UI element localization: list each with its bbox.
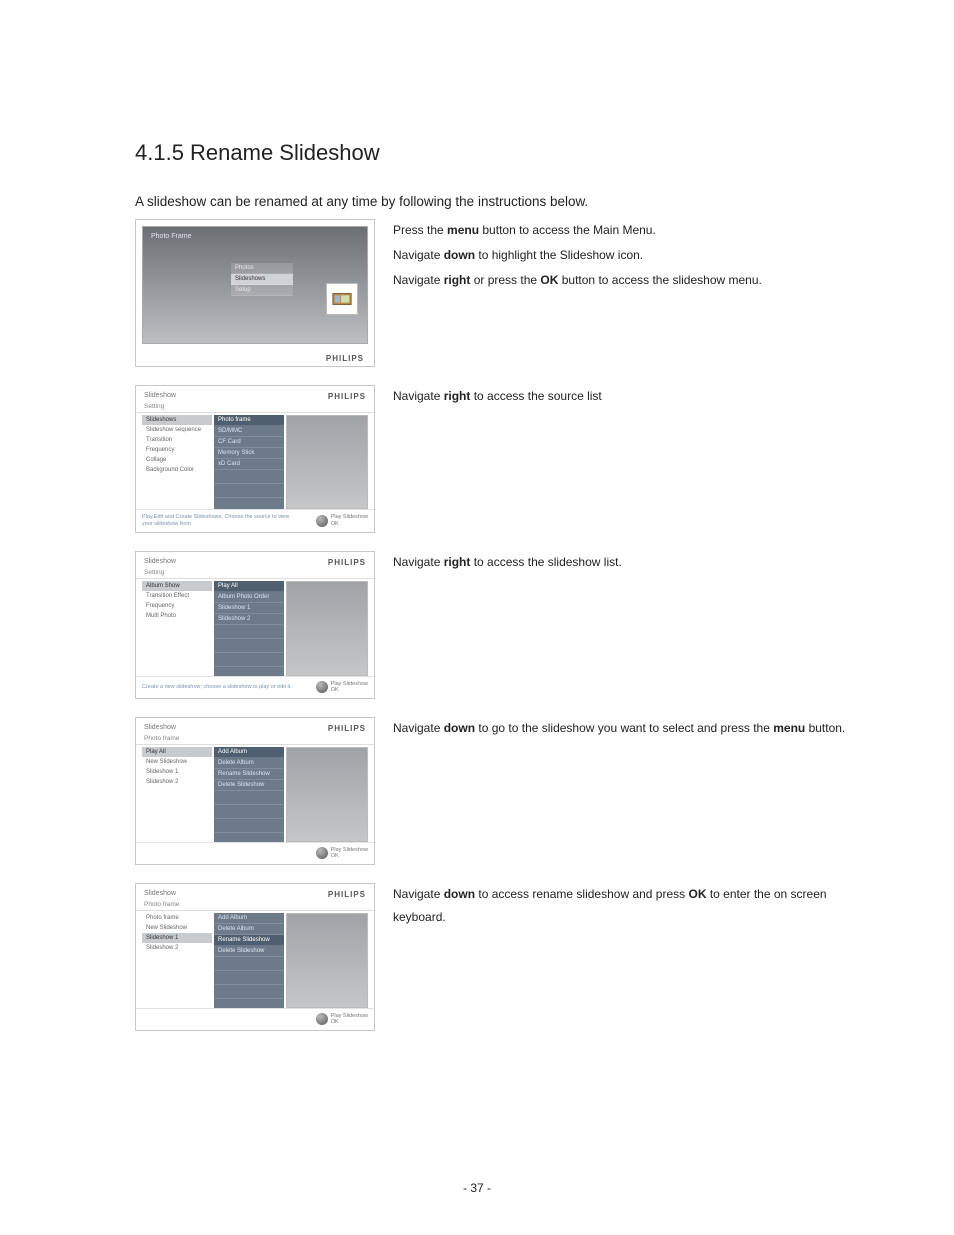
footer-ok-label: OK xyxy=(331,687,368,694)
section-heading: 4.1.5 Rename Slideshow xyxy=(135,140,854,166)
submenu-item: Rename Slideshow xyxy=(214,935,284,946)
brand-label: PHILIPS xyxy=(328,392,366,401)
brand-label: PHILIPS xyxy=(328,890,366,899)
intro-text: A slideshow can be renamed at any time b… xyxy=(135,194,854,209)
step-3-text: Navigate right to access the slideshow l… xyxy=(393,551,854,574)
submenu-item: Album Photo Order xyxy=(214,592,284,603)
brand-label: PHILIPS xyxy=(328,724,366,733)
submenu-item: CF Card xyxy=(214,437,284,448)
screenshot-header: Slideshow xyxy=(144,558,176,567)
menu-item: Slideshows xyxy=(142,415,212,425)
screenshot: Slideshow PHILIPS Setting SlideshowsSlidesh… xyxy=(135,385,375,533)
screenshot-header: Slideshow xyxy=(144,724,176,733)
screenshot-1-title: Photo Frame xyxy=(151,233,191,240)
main-menu-item: Slideshows xyxy=(231,274,293,285)
menu-item: New Slideshow xyxy=(142,923,212,933)
nav-dot-icon xyxy=(316,515,328,527)
main-menu-item: Setup xyxy=(231,285,293,296)
screenshot-subheader: Photo frame xyxy=(136,735,374,745)
preview-pane xyxy=(286,913,368,1008)
screenshot-subheader: Setting xyxy=(136,403,374,413)
submenu-item: Slideshow 1 xyxy=(214,603,284,614)
submenu-item: Delete Slideshow xyxy=(214,946,284,957)
submenu-item: Delete Album xyxy=(214,924,284,935)
screenshot-1: Photo Frame PhotosSlideshowsSetup PHILIP… xyxy=(135,219,375,367)
footer-hint: Create a new slideshow; choose a slidesh… xyxy=(142,684,292,691)
submenu-item: xD Card xyxy=(214,459,284,470)
instruction-line: Navigate right or press the OK button to… xyxy=(393,269,854,292)
preview-pane xyxy=(286,747,368,842)
menu-item: Multi Photo xyxy=(142,611,212,621)
submenu-item: Add Album xyxy=(214,913,284,924)
footer-controls: Play SlideshowOK xyxy=(316,1013,368,1026)
footer-play-label: Play Slideshow xyxy=(331,847,368,854)
brand-label: PHILIPS xyxy=(136,350,374,363)
step-5: SlideshowPHILIPSPhoto framePhoto frameNe… xyxy=(135,883,854,1031)
instruction-line: Press the menu button to access the Main… xyxy=(393,219,854,242)
menu-item: Album Show xyxy=(142,581,212,591)
menu-item: Slideshow 1 xyxy=(142,933,212,943)
menu-item: Play All xyxy=(142,747,212,757)
step-1: Photo Frame PhotosSlideshowsSetup PHILIP… xyxy=(135,219,854,367)
submenu-item: Add Album xyxy=(214,747,284,758)
brand-label: PHILIPS xyxy=(328,558,366,567)
page-number: - 37 - xyxy=(0,1181,954,1195)
menu-item: Slideshow 2 xyxy=(142,943,212,953)
screenshot-header: Slideshow xyxy=(144,392,176,401)
submenu-item: Photo frame xyxy=(214,415,284,426)
nav-dot-icon xyxy=(316,847,328,859)
submenu-item: Memory Stick xyxy=(214,448,284,459)
menu-item: Slideshow sequence xyxy=(142,425,212,435)
menu-item: Frequency xyxy=(142,601,212,611)
menu-item: Frequency xyxy=(142,445,212,455)
footer-play-label: Play Slideshow xyxy=(331,514,368,521)
screenshot: SlideshowPHILIPSPhoto framePhoto frameNe… xyxy=(135,883,375,1031)
menu-item: Slideshow 2 xyxy=(142,777,212,787)
footer-ok-label: OK xyxy=(331,1019,368,1026)
screenshot: Slideshow PHILIPS Setting Album ShowTransit… xyxy=(135,551,375,699)
footer-ok-label: OK xyxy=(331,853,368,860)
menu-item: New Slideshow xyxy=(142,757,212,767)
menu-item: Transition Effect xyxy=(142,591,212,601)
footer-ok-label: OK xyxy=(331,521,368,528)
screenshot-header: Slideshow xyxy=(144,890,176,899)
footer-controls: Play SlideshowOK xyxy=(316,681,368,694)
instruction-line: Navigate down to highlight the Slideshow… xyxy=(393,244,854,267)
footer-controls: Play SlideshowOK xyxy=(316,514,368,527)
step-4: Slideshow PHILIPS Photo frame Play AllNew S… xyxy=(135,717,854,865)
step-3: Slideshow PHILIPS Setting Album ShowTransit… xyxy=(135,551,854,699)
screenshot-subheader: Photo frame xyxy=(136,901,374,911)
screenshot: Slideshow PHILIPS Photo frame Play AllNew S… xyxy=(135,717,375,865)
submenu-item: Delete Album xyxy=(214,758,284,769)
submenu-item: SD/MMC xyxy=(214,426,284,437)
screenshot-subheader: Setting xyxy=(136,569,374,579)
submenu-item: Slideshow 2 xyxy=(214,614,284,625)
menu-item: Transition xyxy=(142,435,212,445)
slideshow-icon xyxy=(326,283,358,315)
menu-item: Collage xyxy=(142,455,212,465)
step-4-text: Navigate down to go to the slideshow you… xyxy=(393,717,854,740)
nav-dot-icon xyxy=(316,681,328,693)
step-2-text: Navigate right to access the source list xyxy=(393,385,854,408)
nav-dot-icon xyxy=(316,1013,328,1025)
footer-play-label: Play Slideshow xyxy=(331,1013,368,1020)
step-2: Slideshow PHILIPS Setting SlideshowsSlidesh… xyxy=(135,385,854,533)
footer-play-label: Play Slideshow xyxy=(331,681,368,688)
menu-item: Photo frame xyxy=(142,913,212,923)
menu-item: Background Color xyxy=(142,465,212,475)
submenu-item: Rename Slideshow xyxy=(214,769,284,780)
submenu-item: Play All xyxy=(214,581,284,592)
footer-controls: Play SlideshowOK xyxy=(316,847,368,860)
main-menu-item: Photos xyxy=(231,263,293,274)
preview-pane xyxy=(286,415,368,509)
menu-item: Slideshow 1 xyxy=(142,767,212,777)
footer-hint: Play,Edit and Create Slideshows. Choose … xyxy=(142,514,292,528)
submenu-item: Delete Slideshow xyxy=(214,780,284,791)
step-5-text: Navigate down to access rename slideshow… xyxy=(393,883,854,929)
preview-pane xyxy=(286,581,368,676)
